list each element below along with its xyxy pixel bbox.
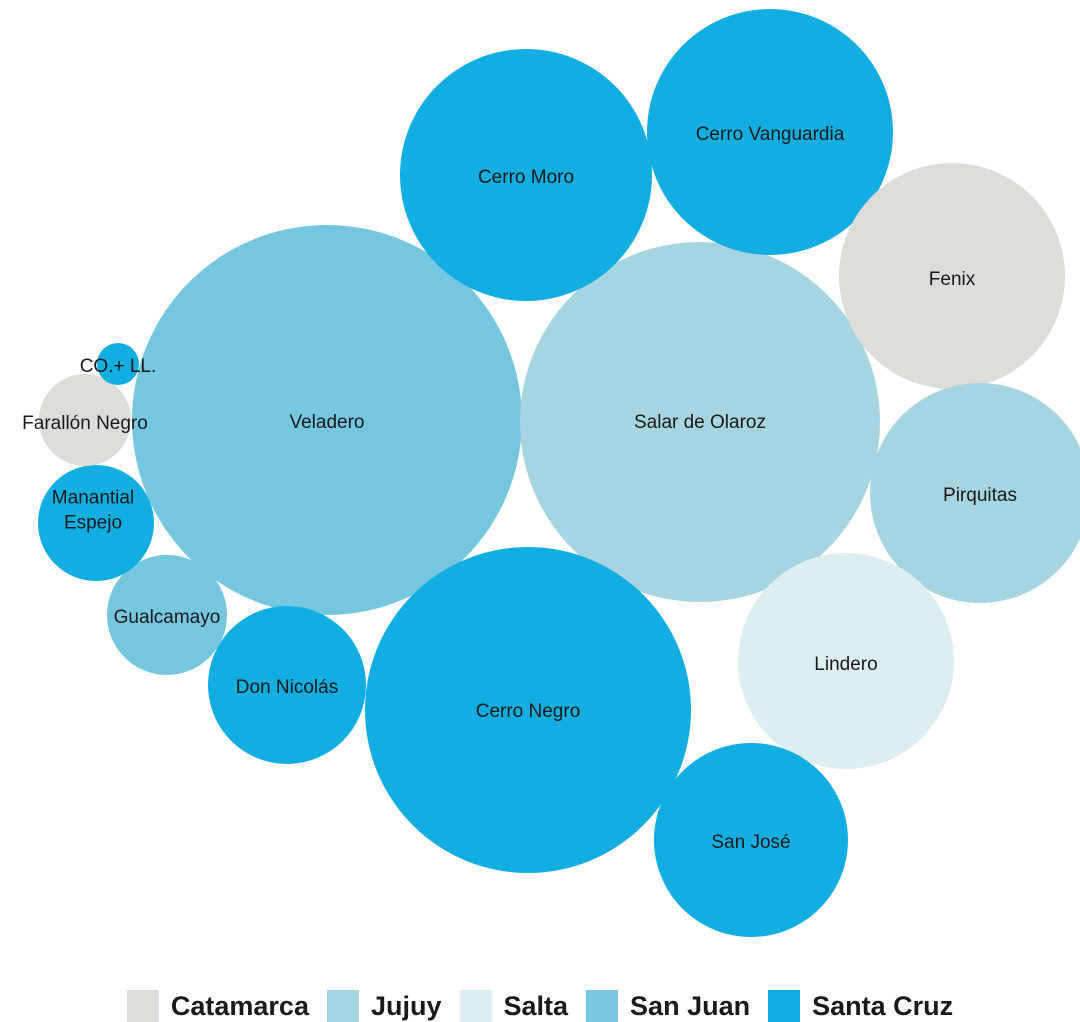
bubble-label-gualcamayo: Gualcamayo bbox=[114, 607, 221, 628]
bubble-cerro-negro[interactable] bbox=[365, 547, 691, 873]
bubble-pirquitas[interactable] bbox=[870, 383, 1080, 603]
bubbles-group: Veladero Salar de Olaroz Cerro Negro Cerro … bbox=[22, 9, 1080, 937]
bubble-cerro-vanguardia[interactable] bbox=[647, 9, 893, 255]
bubble-label-san-jose: San José bbox=[711, 832, 790, 853]
legend-label-san-juan: San Juan bbox=[630, 990, 751, 1021]
legend-item-santa-cruz: Santa Cruz bbox=[768, 990, 953, 1022]
legend-item-salta: Salta bbox=[459, 990, 569, 1022]
legend-swatch-catamarca bbox=[126, 990, 159, 1022]
legend-label-catamarca: Catamarca bbox=[170, 990, 309, 1021]
bubble-farallon-negro[interactable] bbox=[39, 374, 131, 466]
legend-item-catamarca: Catamarca bbox=[126, 990, 309, 1022]
bubble-co-ll[interactable] bbox=[97, 343, 139, 385]
bubble-label-salar-de-olaroz: Salar de Olaroz bbox=[634, 412, 766, 433]
bubble-cerro-moro[interactable] bbox=[400, 49, 652, 301]
bubble-label-cerro-moro: Cerro Moro bbox=[478, 167, 574, 188]
legend-item-jujuy: Jujuy bbox=[326, 990, 442, 1022]
bubble-manantial-espejo[interactable] bbox=[38, 465, 154, 581]
legend: Catamarca Jujuy Salta San Juan Santa Cruz bbox=[0, 990, 1080, 1022]
legend-label-salta: Salta bbox=[503, 990, 569, 1021]
bubble-label-veladero: Veladero bbox=[289, 412, 364, 433]
bubble-lindero[interactable] bbox=[738, 553, 954, 769]
bubble-gualcamayo[interactable] bbox=[107, 555, 227, 675]
bubble-label-cerro-vanguardia: Cerro Vanguardia bbox=[696, 124, 845, 145]
bubble-label-farallon-negro: Farallón Negro bbox=[22, 413, 148, 434]
legend-swatch-salta bbox=[459, 990, 492, 1022]
bubble-veladero[interactable] bbox=[132, 225, 522, 615]
legend-item-san-juan: San Juan bbox=[586, 990, 750, 1022]
bubble-label-fenix: Fenix bbox=[929, 269, 976, 290]
bubble-label-cerro-negro: Cerro Negro bbox=[476, 701, 581, 722]
bubble-salar-de-olaroz[interactable] bbox=[520, 242, 880, 602]
legend-label-santa-cruz: Santa Cruz bbox=[812, 990, 954, 1021]
bubble-label-don-nicolas: Don Nicolás bbox=[236, 677, 338, 698]
legend-swatch-santa-cruz bbox=[768, 990, 801, 1022]
bubble-label-pirquitas: Pirquitas bbox=[943, 485, 1017, 506]
bubble-san-jose[interactable] bbox=[654, 743, 848, 937]
bubble-don-nicolas[interactable] bbox=[208, 606, 366, 764]
bubble-label-lindero: Lindero bbox=[814, 654, 877, 675]
bubble-fenix[interactable] bbox=[839, 163, 1065, 389]
bubble-chart: Veladero Salar de Olaroz Cerro Negro Cerro … bbox=[22, 9, 1080, 937]
bubble-label-manantial-espejo: Manantial Espejo bbox=[52, 488, 134, 534]
bubble-label-co-ll: CO.+ LL. bbox=[80, 356, 157, 377]
legend-label-jujuy: Jujuy bbox=[370, 990, 442, 1021]
legend-swatch-san-juan bbox=[586, 990, 619, 1022]
legend-swatch-jujuy bbox=[326, 990, 359, 1022]
